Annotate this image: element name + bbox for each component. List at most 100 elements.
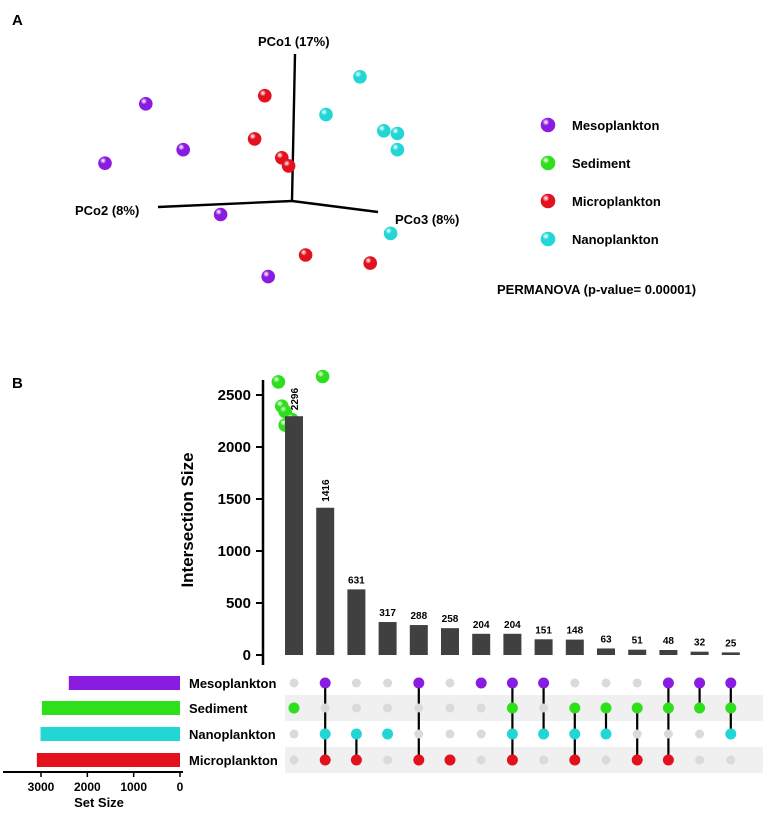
matrix-dot-mesoplankton [475,677,487,689]
matrix-dot-inactive [476,729,486,739]
matrix-dot-mesoplankton [725,677,737,689]
y-tick-label: 1500 [218,491,251,508]
legend-marker-mesoplankton [540,117,556,133]
point-microplankton [281,159,296,173]
bar-value-label: 51 [632,636,644,647]
matrix-dot-nanoplankton [538,728,550,740]
matrix-dot-sediment [662,702,674,714]
y-tick-label: 500 [226,595,251,612]
legend-label-microplankton: Microplankton [572,194,661,209]
set-tick-label: 0 [177,780,184,794]
matrix-dot-sediment [600,702,612,714]
pco2-axis-label: PCo2 (8%) [75,203,139,218]
matrix-dot-nanoplankton [319,728,331,740]
matrix-dot-inactive [695,755,705,765]
set-labels: Mesoplankton Sediment Nanoplankton Micropla… [189,676,278,768]
bar-value-label: 631 [348,575,365,586]
legend-marker-nanoplankton [540,231,556,247]
matrix-dot-nanoplankton [382,728,394,740]
point-mesoplankton [176,142,190,157]
matrix-dot-inactive [289,678,299,688]
intersection-bar [628,649,647,655]
intersection-bar [659,650,678,655]
matrix-dot-inactive [445,729,455,739]
intersection-bar [597,648,615,655]
legend: Mesoplankton Sediment Microplankton Nanopla… [540,117,661,247]
matrix-dot-nanoplankton [569,728,581,740]
matrix-dot-mesoplankton [662,677,674,689]
matrix-dot-sediment [569,702,581,714]
intersection-bar [441,628,459,655]
intersection-matrix [288,677,737,766]
set-size-bars [36,676,180,767]
set-size-axis: 3000 2000 1000 0 [3,771,184,794]
matrix-dot-inactive [601,678,611,688]
matrix-dot-sediment [694,702,706,714]
matrix-dot-microplankton [444,754,456,766]
set-size-bar-mesoplankton [68,676,180,690]
bar-value-label: 25 [725,638,737,649]
bar-value-label: 1416 [321,479,332,502]
matrix-dot-inactive [601,755,611,765]
matrix-dot-mesoplankton [538,677,550,689]
matrix-dot-microplankton [631,754,643,766]
matrix-dot-inactive [726,755,736,765]
matrix-dot-inactive [539,755,549,765]
matrix-stripe [285,747,763,773]
intersection-bar [347,589,366,655]
matrix-dot-inactive [289,755,299,765]
bar-value-label: 204 [504,620,521,631]
matrix-dot-sediment [725,702,737,714]
y-tick-label: 2000 [218,439,251,456]
set-size-bar-nanoplankton [40,727,180,741]
matrix-dot-inactive [383,755,393,765]
intersection-bar [316,507,335,655]
matrix-dot-inactive [445,678,455,688]
pcoa-points [98,70,405,457]
matrix-dot-inactive [539,703,549,713]
point-nanoplankton [353,70,367,84]
matrix-dot-sediment [506,702,518,714]
point-microplankton [257,88,272,103]
matrix-dot-mesoplankton [413,677,425,689]
bar-value-label: 151 [535,625,552,636]
permanova-text: PERMANOVA (p-value= 0.00001) [497,282,696,297]
matrix-dot-inactive [476,755,486,765]
matrix-dot-microplankton [506,754,518,766]
matrix-dot-inactive [383,703,393,713]
intersection-bar [690,651,709,655]
matrix-dot-mesoplankton [694,677,706,689]
bar-value-label: 258 [442,614,459,625]
matrix-dot-inactive [476,703,486,713]
point-sediment [271,375,286,389]
legend-marker-sediment [540,155,556,171]
matrix-dot-inactive [632,678,642,688]
bar-value-label: 48 [663,636,675,647]
matrix-dot-sediment [631,702,643,714]
matrix-dot-inactive [289,729,299,739]
intersection-y-axis: 0 500 1000 1500 2000 2500 [218,380,265,665]
bar-value-label: 2296 [290,388,301,411]
point-mesoplankton [98,156,112,170]
set-tick-label: 2000 [74,780,101,794]
matrix-dot-inactive [632,729,642,739]
panel-a-letter: A [12,12,23,29]
set-label-microplankton: Microplankton [189,753,278,768]
legend-label-mesoplankton: Mesoplankton [572,118,659,133]
matrix-stripe [285,695,763,721]
matrix-dot-microplankton [350,754,362,766]
bar-value-label: 204 [473,620,490,631]
matrix-dot-microplankton [413,754,425,766]
matrix-dot-nanoplankton [725,728,737,740]
pco1-axis-label: PCo1 (17%) [258,34,330,49]
intersection-bar [565,639,584,655]
set-size-title: Set Size [74,795,124,810]
y-tick-label: 1000 [218,543,251,560]
set-size-bar-microplankton [36,753,180,767]
pco3-axis-label: PCo3 (8%) [395,212,459,227]
legend-label-sediment: Sediment [572,156,631,171]
matrix-dot-sediment [288,702,300,714]
intersection-bar [503,633,522,655]
point-mesoplankton [139,97,153,111]
